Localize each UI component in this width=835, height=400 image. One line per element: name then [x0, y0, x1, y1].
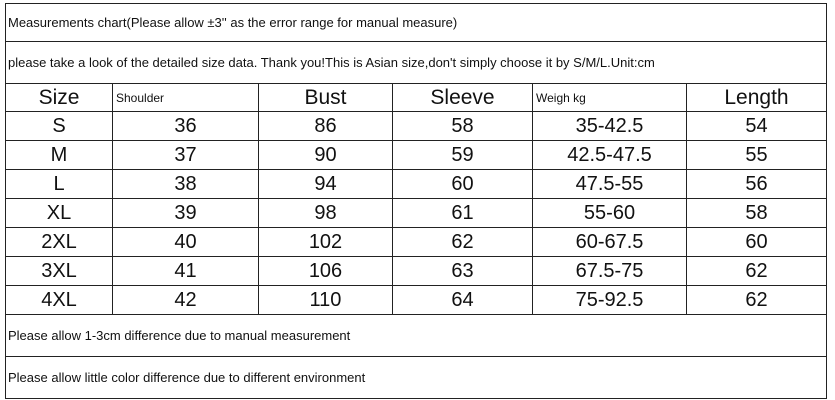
table-cell: XL [5, 198, 113, 228]
table-cell: 36 [112, 111, 259, 141]
header-row: Measurements chart(Please allow ±3'' as … [5, 3, 827, 42]
table-cell: 60-67.5 [532, 227, 687, 257]
footer-note: Please allow 1-3cm difference due to man… [5, 314, 827, 357]
table-cell: 102 [258, 227, 393, 257]
table-cell: 47.5-55 [532, 169, 687, 199]
table-cell: 42 [112, 285, 259, 315]
table-cell: S [5, 111, 113, 141]
column-header: Sleeve [392, 83, 533, 112]
table-cell: 4XL [5, 285, 113, 315]
table-cell: 35-42.5 [532, 111, 687, 141]
column-header: Bust [258, 83, 393, 112]
size-row: 2XL 40 102 62 60-67.5 60 [5, 227, 827, 257]
table-cell: 3XL [5, 256, 113, 286]
size-row: XL 39 98 61 55-60 58 [5, 198, 827, 228]
table-cell: 86 [258, 111, 393, 141]
table-cell: 60 [686, 227, 827, 257]
table-cell: 94 [258, 169, 393, 199]
table-body: Measurements chart(Please allow ±3'' as … [5, 3, 827, 399]
column-header: Size [5, 83, 113, 112]
table-cell: 110 [258, 285, 393, 315]
footer-note: Please allow little color difference due… [5, 356, 827, 399]
size-row: S 36 86 58 35-42.5 54 [5, 111, 827, 141]
column-header: Weigh kg [532, 83, 687, 112]
table-cell: 58 [392, 111, 533, 141]
column-header-row: Size Shoulder Bust Sleeve Weigh kg Length [5, 83, 827, 112]
table-cell: 58 [686, 198, 827, 228]
table-cell: 38 [112, 169, 259, 199]
table-cell: 39 [112, 198, 259, 228]
footer-row: Please allow 1-3cm difference due to man… [5, 314, 827, 357]
table-cell: 56 [686, 169, 827, 199]
table-cell: L [5, 169, 113, 199]
table-cell: 60 [392, 169, 533, 199]
size-table: Measurements chart(Please allow ±3'' as … [5, 3, 827, 399]
size-row: M 37 90 59 42.5-47.5 55 [5, 140, 827, 170]
table-cell: 106 [258, 256, 393, 286]
table-cell: 59 [392, 140, 533, 170]
table-cell: 37 [112, 140, 259, 170]
size-row: 3XL 41 106 63 67.5-75 62 [5, 256, 827, 286]
table-cell: 62 [686, 256, 827, 286]
table-cell: 63 [392, 256, 533, 286]
table-cell: M [5, 140, 113, 170]
table-cell: 62 [686, 285, 827, 315]
table-cell: 41 [112, 256, 259, 286]
table-cell: 2XL [5, 227, 113, 257]
table-cell: 75-92.5 [532, 285, 687, 315]
table-cell: 98 [258, 198, 393, 228]
table-cell: 55 [686, 140, 827, 170]
size-row: 4XL 42 110 64 75-92.5 62 [5, 285, 827, 315]
header-line: please take a look of the detailed size … [5, 41, 827, 84]
table-cell: 64 [392, 285, 533, 315]
table-cell: 42.5-47.5 [532, 140, 687, 170]
column-header: Shoulder [112, 83, 259, 112]
table-cell: 67.5-75 [532, 256, 687, 286]
table-cell: 90 [258, 140, 393, 170]
footer-row: Please allow little color difference due… [5, 356, 827, 399]
table-cell: 54 [686, 111, 827, 141]
header-row: please take a look of the detailed size … [5, 41, 827, 84]
header-line: Measurements chart(Please allow ±3'' as … [5, 3, 827, 42]
size-row: L 38 94 60 47.5-55 56 [5, 169, 827, 199]
table-cell: 40 [112, 227, 259, 257]
table-cell: 55-60 [532, 198, 687, 228]
column-header: Length [686, 83, 827, 112]
table-cell: 61 [392, 198, 533, 228]
table-cell: 62 [392, 227, 533, 257]
